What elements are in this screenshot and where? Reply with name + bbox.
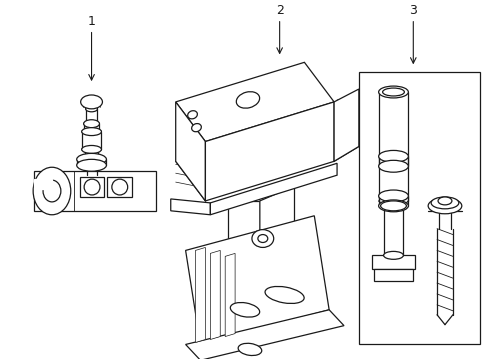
Polygon shape [176, 62, 334, 141]
Bar [359, 72, 480, 345]
Ellipse shape [265, 287, 304, 303]
Ellipse shape [379, 200, 408, 212]
Ellipse shape [230, 302, 260, 317]
Bar [107, 177, 132, 197]
Ellipse shape [81, 95, 102, 109]
Ellipse shape [112, 179, 128, 195]
Polygon shape [176, 102, 205, 201]
Ellipse shape [82, 128, 101, 136]
Polygon shape [228, 201, 260, 258]
Polygon shape [196, 247, 205, 342]
Ellipse shape [84, 179, 100, 195]
Ellipse shape [379, 190, 408, 202]
Ellipse shape [438, 197, 452, 205]
Polygon shape [205, 102, 334, 201]
Ellipse shape [379, 86, 408, 98]
Ellipse shape [381, 201, 406, 211]
Bar [80, 177, 104, 197]
Ellipse shape [252, 230, 274, 247]
Ellipse shape [84, 120, 99, 128]
Ellipse shape [236, 92, 260, 108]
Polygon shape [225, 253, 235, 337]
Ellipse shape [379, 150, 408, 162]
Ellipse shape [82, 145, 101, 153]
Polygon shape [334, 89, 359, 161]
Polygon shape [186, 310, 344, 360]
Ellipse shape [77, 153, 106, 165]
Ellipse shape [77, 159, 106, 171]
Ellipse shape [431, 197, 459, 209]
Text: 3: 3 [409, 4, 417, 17]
Polygon shape [260, 186, 294, 258]
Text: 1: 1 [88, 15, 96, 28]
Ellipse shape [384, 251, 403, 259]
Ellipse shape [86, 106, 98, 112]
Ellipse shape [383, 88, 404, 96]
Polygon shape [210, 251, 220, 339]
Polygon shape [186, 216, 329, 345]
Polygon shape [34, 171, 156, 211]
Polygon shape [210, 163, 337, 215]
Ellipse shape [188, 111, 197, 119]
Ellipse shape [33, 167, 71, 215]
Polygon shape [34, 179, 52, 189]
Ellipse shape [379, 160, 408, 172]
Ellipse shape [258, 235, 268, 243]
Bar [374, 269, 413, 281]
Ellipse shape [43, 180, 61, 202]
Ellipse shape [192, 123, 201, 132]
Ellipse shape [238, 343, 262, 356]
Ellipse shape [428, 198, 462, 214]
Text: 2: 2 [276, 4, 284, 17]
Bar [372, 255, 416, 269]
Polygon shape [171, 199, 210, 215]
